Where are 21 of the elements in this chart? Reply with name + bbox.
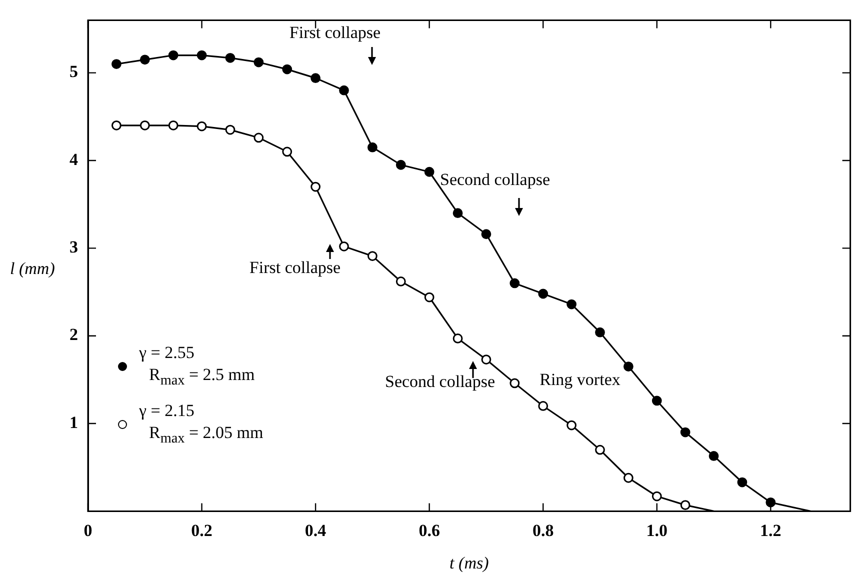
annotation: Second collapse xyxy=(385,372,495,392)
annotation: First collapse xyxy=(249,258,341,278)
y-tick-label: 1 xyxy=(70,412,78,432)
legend-label: γ = 2.15 R$_{max}$ = 2.05 mm xyxy=(139,400,264,448)
x-tick-label: 0.2 xyxy=(191,520,212,540)
x-tick-label: 0.8 xyxy=(532,520,554,540)
x-tick-label: 0 xyxy=(84,520,92,540)
annotation: First collapse xyxy=(289,23,381,43)
x-tick-label: 1.0 xyxy=(646,520,668,540)
annotation: Ring vortex xyxy=(540,370,620,390)
x-axis-title: t (ms) xyxy=(450,553,490,572)
y-axis-title: l (mm) xyxy=(10,259,56,278)
y-tick-label: 3 xyxy=(70,238,78,257)
x-tick-label: 0.4 xyxy=(304,520,327,540)
annotation: Second collapse xyxy=(440,170,550,190)
y-tick-label: 2 xyxy=(70,325,78,344)
legend-label: γ = 2.55 R$_{max}$ = 2.5 mm xyxy=(139,342,255,391)
y-tick-label: 4 xyxy=(70,150,78,169)
x-tick-label: 1.2 xyxy=(760,520,782,540)
x-tick-label: 0.6 xyxy=(418,520,440,540)
y-tick-label: 5 xyxy=(70,62,78,82)
